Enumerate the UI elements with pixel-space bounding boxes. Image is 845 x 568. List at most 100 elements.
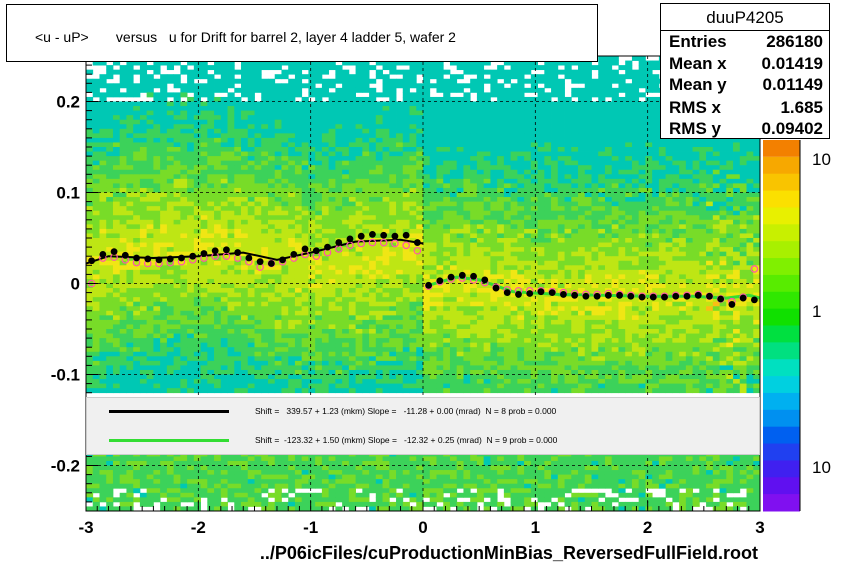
heatmap-cell [322,488,329,493]
heatmap-cell [403,142,410,147]
heatmap-cell [174,133,181,138]
heatmap-cell [436,174,443,179]
heatmap-cell [484,229,491,234]
heatmap-cell [329,233,336,238]
heatmap-cell [106,83,113,88]
heatmap-cell [180,311,187,316]
heatmap-cell [228,106,235,111]
heatmap-cell [228,193,235,198]
heatmap-cell [329,488,336,493]
heatmap-cell [167,302,174,307]
heatmap-cell [106,70,113,75]
heatmap-cell [295,379,302,384]
heatmap-cell [167,479,174,484]
heatmap-cell [221,206,228,211]
heatmap-cell [349,224,356,229]
heatmap-cell [302,274,309,279]
heatmap-cell [255,70,262,75]
heatmap-cell [362,111,369,116]
heatmap-cell [248,193,255,198]
heatmap-cell [228,324,235,329]
heatmap-cell [126,115,133,120]
heatmap-cell [416,70,423,75]
heatmap-cell [194,297,201,302]
heatmap-cell [335,88,342,93]
heatmap-cell [194,379,201,384]
heatmap-cell [113,466,120,471]
heatmap-cell [423,456,430,461]
heatmap-cell [342,206,349,211]
heatmap-cell [335,261,342,266]
heatmap-cell [457,361,464,366]
heatmap-cell [349,197,356,202]
heatmap-cell [308,65,315,70]
heatmap-cell [335,92,342,97]
heatmap-cell [369,384,376,389]
heatmap-cell [410,329,417,334]
heatmap-cell [268,365,275,370]
heatmap-cell [120,497,127,502]
heatmap-cell [457,124,464,129]
heatmap-cell [187,211,194,216]
heatmap-cell [288,352,295,357]
heatmap-cell [93,102,100,107]
heatmap-cell [403,120,410,125]
heatmap-cell [322,338,329,343]
heatmap-cell [288,320,295,325]
heatmap-cell [329,165,336,170]
heatmap-cell [329,206,336,211]
heatmap-cell [416,356,423,361]
heatmap-cell [113,243,120,248]
heatmap-cell [113,479,120,484]
heatmap-cell [342,484,349,489]
heatmap-cell [234,133,241,138]
heatmap-cell [120,133,127,138]
heatmap-cell [113,270,120,275]
heatmap-cell [383,120,390,125]
heatmap-cell [457,129,464,134]
heatmap-cell [194,193,201,198]
heatmap-cell [410,161,417,166]
heatmap-cell [396,124,403,129]
heatmap-cell [261,284,268,289]
heatmap-cell [167,247,174,252]
heatmap-cell [275,224,282,229]
heatmap-cell [403,174,410,179]
heatmap-cell [228,224,235,229]
heatmap-cell [160,74,167,79]
heatmap-cell [99,356,106,361]
heatmap-cell [207,120,214,125]
heatmap-cell [120,466,127,471]
heatmap-cell [369,197,376,202]
heatmap-cell [281,293,288,298]
heatmap-cell [207,388,214,393]
heatmap-cell [241,133,248,138]
heatmap-cell [403,211,410,216]
heatmap-cell [302,102,309,107]
heatmap-cell [356,197,363,202]
heatmap-cell [261,270,268,275]
heatmap-cell [443,375,450,380]
heatmap-cell [288,343,295,348]
heatmap-cell [234,224,241,229]
heatmap-cell [261,502,268,507]
heatmap-cell [160,102,167,107]
heatmap-cell [248,79,255,84]
heatmap-cell [120,174,127,179]
heatmap-cell [450,329,457,334]
heatmap-cell [160,329,167,334]
heatmap-cell [187,466,194,471]
heatmap-cell [106,215,113,220]
heatmap-cell [268,274,275,279]
heatmap-cell [450,224,457,229]
heatmap-cell [147,352,154,357]
heatmap-cell [248,88,255,93]
heatmap-cell [308,352,315,357]
heatmap-cell [410,174,417,179]
heatmap-cell [369,174,376,179]
heatmap-cell [214,224,221,229]
heatmap-cell [147,202,154,207]
heatmap-cell [221,156,228,161]
heatmap-cell [308,92,315,97]
heatmap-cell [99,147,106,152]
